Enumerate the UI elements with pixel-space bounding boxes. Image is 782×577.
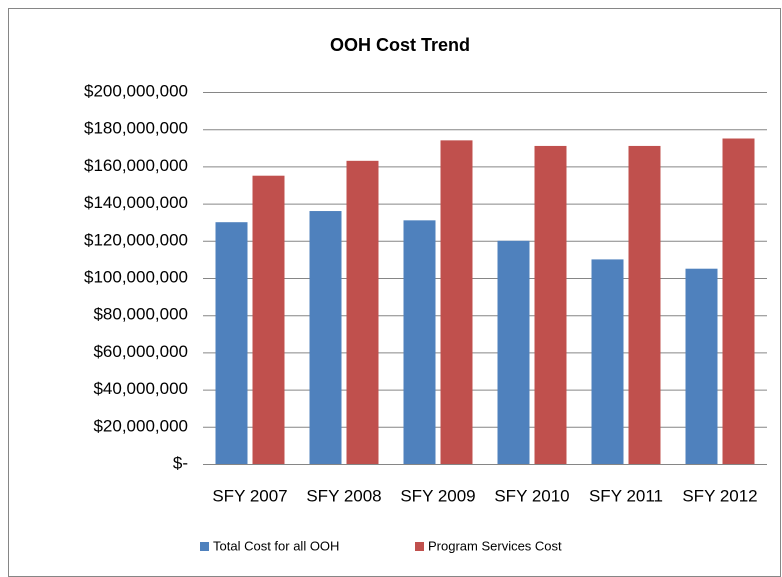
bar bbox=[497, 240, 530, 464]
bar bbox=[534, 145, 567, 464]
legend-swatch bbox=[415, 542, 424, 551]
x-tick-label: SFY 2007 bbox=[212, 486, 287, 505]
chart-title: OOH Cost Trend bbox=[330, 35, 470, 55]
y-tick-label: $60,000,000 bbox=[93, 342, 188, 361]
bar bbox=[403, 220, 436, 464]
x-tick-label: SFY 2010 bbox=[494, 486, 569, 505]
x-tick-label: SFY 2009 bbox=[400, 486, 475, 505]
bar bbox=[440, 140, 473, 465]
y-tick-label: $140,000,000 bbox=[84, 193, 188, 212]
legend-label: Program Services Cost bbox=[428, 538, 562, 553]
y-tick-label: $100,000,000 bbox=[84, 267, 188, 286]
bar bbox=[685, 268, 718, 464]
bar bbox=[252, 175, 285, 464]
legend-label: Total Cost for all OOH bbox=[213, 538, 339, 553]
y-tick-label: $40,000,000 bbox=[93, 379, 188, 398]
x-tick-label: SFY 2011 bbox=[589, 486, 663, 505]
bar bbox=[722, 138, 755, 464]
x-tick-label: SFY 2008 bbox=[306, 486, 381, 505]
bar bbox=[215, 222, 248, 464]
y-tick-label: $80,000,000 bbox=[93, 305, 188, 324]
y-tick-label: $200,000,000 bbox=[84, 81, 188, 100]
y-tick-label: $20,000,000 bbox=[93, 416, 188, 435]
x-tick-label: SFY 2012 bbox=[682, 486, 757, 505]
y-tick-label: $160,000,000 bbox=[84, 156, 188, 175]
bar bbox=[628, 145, 661, 464]
bar bbox=[346, 160, 379, 464]
bar bbox=[309, 211, 342, 464]
bar bbox=[591, 259, 624, 464]
y-tick-label: $180,000,000 bbox=[84, 119, 188, 138]
y-tick-label: $120,000,000 bbox=[84, 230, 188, 249]
legend-swatch bbox=[200, 542, 209, 551]
y-tick-label: $- bbox=[173, 453, 188, 472]
